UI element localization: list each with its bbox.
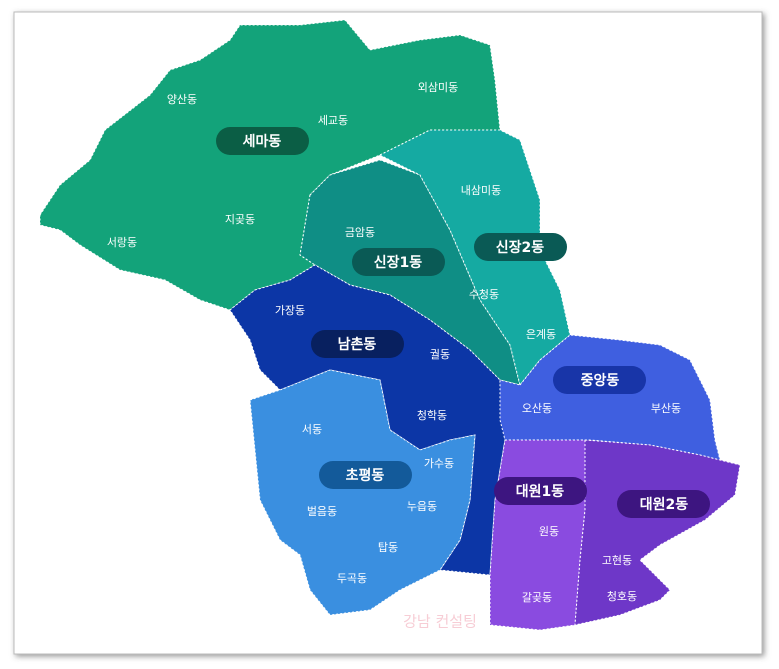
neighborhood-label: 서랑동 (107, 236, 137, 249)
district-label: 신장1동 (374, 254, 423, 271)
pill (553, 366, 646, 394)
district-label: 중앙동 (581, 372, 620, 389)
neighborhood-label: 탑동 (378, 541, 398, 554)
region-chopyeong (249, 369, 476, 616)
pill (352, 248, 445, 276)
district-pills: 세마동 신장1동 신장2동 남촌동 중앙동 초평동 대원1동 대원2동 (216, 127, 710, 518)
neighborhood-label: 청학동 (417, 409, 447, 422)
district-label: 신장2동 (496, 239, 545, 256)
pill (319, 461, 412, 489)
regions (39, 19, 741, 631)
neighborhood-label: 서동 (302, 423, 322, 436)
pill (216, 127, 309, 155)
neighborhood-label: 갈곶동 (522, 590, 552, 604)
pill (474, 233, 567, 261)
watermark: 강남 컨설팅 (403, 613, 477, 631)
region-sinjang2 (378, 129, 571, 387)
neighborhood-label: 청호동 (607, 590, 637, 603)
pill (311, 330, 404, 358)
district-label: 대원1동 (516, 484, 565, 500)
district-label: 남촌동 (338, 336, 377, 353)
neighborhood-label: 금암동 (345, 226, 375, 239)
neighborhood-label: 내삼미동 (461, 184, 501, 197)
neighborhood-label: 가장동 (275, 304, 305, 317)
district-label: 대원2동 (640, 497, 689, 513)
neighborhood-label: 수청동 (469, 288, 499, 301)
pill (494, 477, 587, 505)
neighborhood-label: 원동 (539, 525, 559, 538)
region-daewon2 (574, 439, 741, 626)
neighborhood-label: 누읍동 (407, 500, 437, 513)
district-label: 초평동 (346, 467, 385, 484)
region-sema (39, 19, 501, 311)
neighborhood-label: 벌음동 (307, 505, 337, 518)
neighborhood-label: 양산동 (167, 93, 197, 106)
neighborhood-label: 궐동 (430, 347, 450, 361)
neighborhood-label: 고현동 (602, 554, 632, 567)
neighborhood-label: 외삼미동 (418, 81, 458, 94)
neighborhood-label: 가수동 (424, 457, 454, 470)
neighborhood-label: 은계동 (526, 328, 556, 341)
pill (617, 490, 710, 518)
neighborhood-label: 부산동 (651, 402, 681, 415)
neighborhood-labels: 양산동 외삼미동 세교동 내삼미동 금암동 서랑동 지곶동 수청동 가장동 은계… (107, 81, 681, 604)
neighborhood-label: 오산동 (522, 402, 552, 415)
neighborhood-label: 두곡동 (337, 572, 367, 585)
neighborhood-label: 세교동 (318, 114, 348, 127)
district-label: 세마동 (243, 134, 282, 150)
neighborhood-label: 지곶동 (225, 213, 255, 226)
